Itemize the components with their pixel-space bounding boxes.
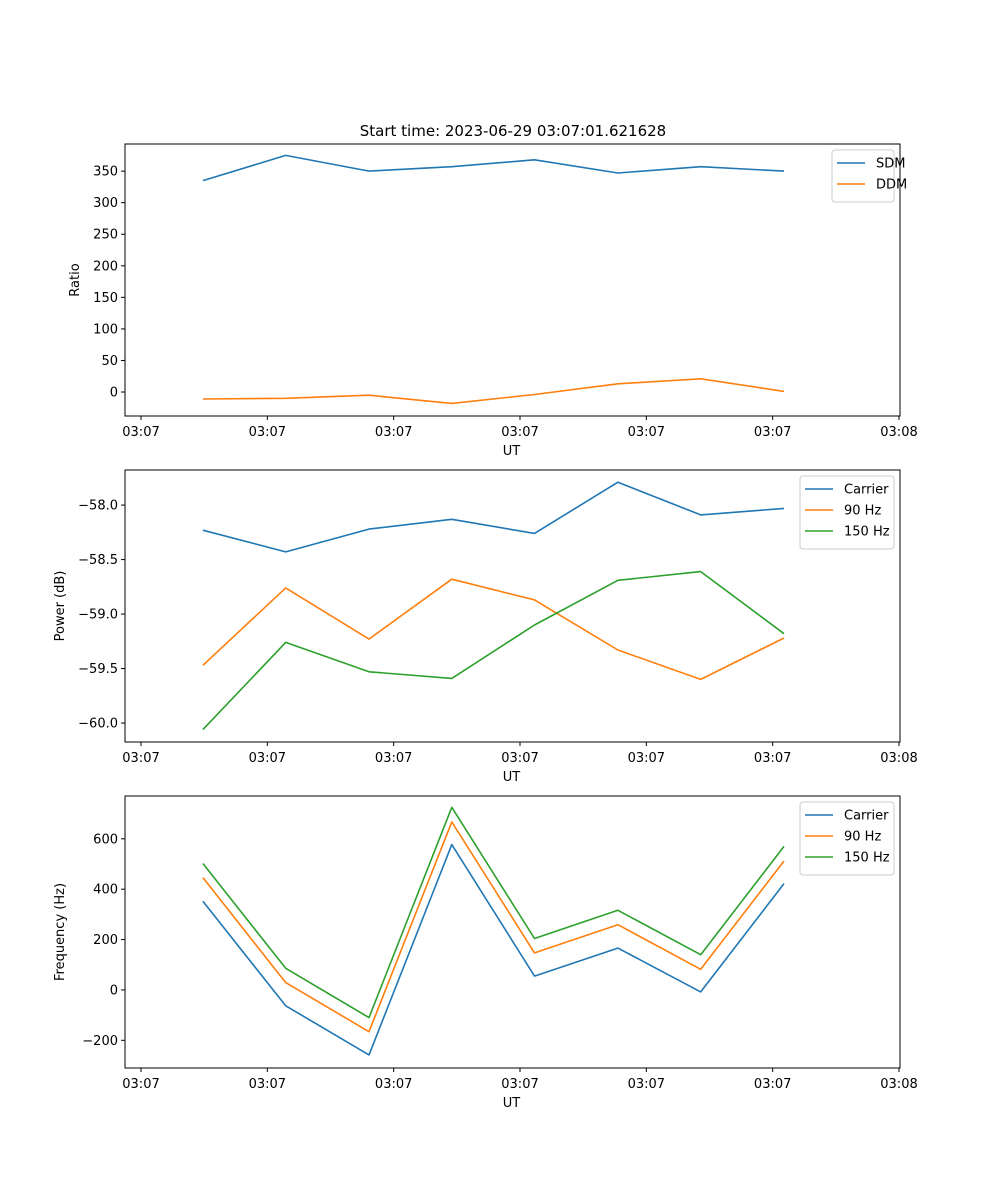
x-tick-label: 03:07	[628, 425, 665, 440]
y-axis-label: Frequency (Hz)	[53, 883, 68, 981]
legend-label: 150 Hz	[844, 525, 890, 540]
y-tick-label: 100	[93, 322, 118, 337]
axes-frame	[124, 143, 901, 417]
x-tick-label: 03:07	[249, 425, 286, 440]
x-tick-label: 03:07	[754, 425, 791, 440]
y-tick-label: 250	[93, 228, 118, 243]
x-tick-label: 03:08	[880, 1077, 917, 1092]
x-tick-label: 03:07	[628, 751, 665, 766]
x-tick-label: 03:07	[249, 1077, 286, 1092]
x-tick-label: 03:07	[375, 425, 412, 440]
series-line-90-hz	[202, 578, 785, 681]
y-tick-label: −59.5	[78, 662, 118, 677]
axes-frame	[124, 795, 901, 1069]
legend-label: 90 Hz	[844, 830, 881, 845]
series-line-150-hz	[202, 570, 785, 731]
y-tick-label: 600	[93, 832, 118, 847]
legend-label: 90 Hz	[844, 504, 881, 519]
subplot-1: 03:07 03:07 03:07 03:07 03:07 03:07 03:08 0 50 10…	[68, 143, 918, 459]
figure-title: Start time: 2023-06-29 03:07:01.621628	[360, 122, 666, 140]
y-tick-label: 350	[93, 165, 118, 180]
series-line-ddm	[202, 377, 785, 405]
y-tick-label: −58.0	[78, 499, 118, 514]
legend-label: SDM	[876, 157, 905, 172]
y-tick-label: −200	[82, 1034, 118, 1049]
x-axis-label: UT	[503, 770, 521, 785]
x-tick-label: 03:07	[249, 751, 286, 766]
x-tick-label: 03:07	[122, 751, 159, 766]
legend: Carrier 90 Hz 150 Hz	[799, 475, 895, 550]
x-tick-label: 03:08	[880, 751, 917, 766]
x-tick-label: 03:07	[122, 1077, 159, 1092]
y-tick-label: −58.5	[78, 553, 118, 568]
y-tick-label: 150	[93, 291, 118, 306]
legend-label: Carrier	[844, 483, 889, 498]
y-tick-label: 400	[93, 883, 118, 898]
y-tick-label: 300	[93, 196, 118, 211]
x-tick-label: 03:07	[628, 1077, 665, 1092]
x-tick-label: 03:07	[754, 1077, 791, 1092]
x-axis-label: UT	[503, 444, 521, 459]
legend-label: DDM	[876, 178, 907, 193]
x-tick-label: 03:07	[501, 425, 538, 440]
series-line-carrier	[202, 843, 785, 1056]
axes-frame	[124, 469, 901, 743]
y-tick-label: −59.0	[78, 608, 118, 623]
x-tick-label: 03:08	[880, 425, 917, 440]
y-axis-label: Power (dB)	[53, 571, 68, 642]
series-line-150-hz	[202, 806, 785, 1019]
legend: Carrier 90 Hz 150 Hz	[799, 801, 895, 876]
x-tick-label: 03:07	[375, 1077, 412, 1092]
x-tick-label: 03:07	[501, 751, 538, 766]
series-line-sdm	[202, 154, 785, 182]
legend-label: 150 Hz	[844, 851, 890, 866]
y-tick-label: 0	[110, 386, 118, 401]
x-tick-label: 03:07	[122, 425, 159, 440]
subplot-3: 03:07 03:07 03:07 03:07 03:07 03:07 03:08 −200 0…	[53, 795, 918, 1111]
x-tick-label: 03:07	[375, 751, 412, 766]
subplot-2: 03:07 03:07 03:07 03:07 03:07 03:07 03:08 −60.0…	[53, 469, 918, 785]
legend: SDM DDM	[831, 149, 907, 203]
y-axis-label: Ratio	[68, 263, 83, 296]
series-line-carrier	[202, 481, 785, 553]
x-axis-label: UT	[503, 1096, 521, 1111]
y-tick-label: 0	[110, 983, 118, 998]
x-tick-label: 03:07	[501, 1077, 538, 1092]
y-tick-label: 200	[93, 259, 118, 274]
legend-label: Carrier	[844, 809, 889, 824]
series-line-90-hz	[202, 821, 785, 1033]
x-tick-label: 03:07	[754, 751, 791, 766]
y-tick-label: 50	[101, 354, 118, 369]
y-tick-label: 200	[93, 933, 118, 948]
y-tick-label: −60.0	[78, 717, 118, 732]
